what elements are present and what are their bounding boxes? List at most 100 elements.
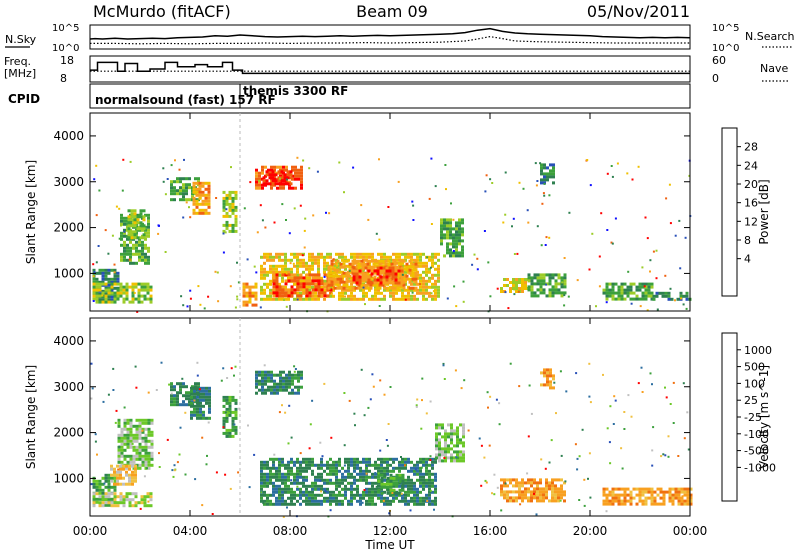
heatmap-cell: [300, 373, 303, 377]
heatmap-cell: [92, 263, 95, 266]
heatmap-cell: [389, 491, 393, 495]
heatmap-cell: [458, 233, 461, 237]
heatmap-cell: [260, 481, 263, 485]
heatmap-cell: [458, 239, 461, 243]
heatmap-cell: [122, 504, 126, 508]
heatmap-cell: [127, 233, 131, 237]
heatmap-cell: [374, 487, 377, 491]
heatmap-cell: [428, 493, 431, 497]
heatmap-cell: [416, 398, 419, 401]
heatmap-cell: [368, 457, 371, 461]
heatmap-cell: [139, 227, 143, 231]
heatmap-cell: [627, 394, 630, 397]
heatmap-cell: [259, 306, 262, 309]
heatmap-cell: [458, 242, 461, 246]
heatmap-cell: [179, 403, 182, 407]
heatmap-cell: [129, 445, 133, 449]
heatmap-cell: [354, 286, 358, 290]
heatmap-cell: [107, 492, 111, 496]
heatmap-cell: [383, 469, 386, 473]
heatmap-cell: [503, 490, 506, 494]
heatmap-cell: [290, 493, 293, 497]
heatmap-cell: [263, 267, 266, 271]
heatmap-cell: [176, 400, 179, 404]
heatmap-cell: [353, 478, 356, 482]
heatmap-cell: [689, 499, 693, 503]
heatmap-cell: [215, 197, 218, 199]
heatmap-cell: [143, 297, 147, 301]
heatmap-cell: [125, 288, 129, 292]
heatmap-cell: [222, 422, 226, 426]
heatmap-cell: [95, 300, 99, 304]
heatmap-cell: [383, 294, 386, 298]
heatmap-cell: [560, 282, 564, 286]
heatmap-cell: [194, 478, 197, 481]
heatmap-cell: [422, 499, 425, 503]
heatmap-cell: [329, 496, 332, 500]
heatmap-cell: [620, 502, 624, 506]
heatmap-cell: [543, 383, 546, 387]
heatmap-cell: [263, 499, 266, 503]
heatmap-cell: [278, 472, 281, 476]
heatmap-cell: [316, 170, 319, 173]
heatmap-cell: [611, 502, 615, 506]
heatmap-cell: [134, 473, 137, 477]
heatmap-cell: [314, 478, 317, 482]
heatmap-cell: [332, 294, 335, 298]
heatmap-cell: [608, 502, 612, 506]
heatmap-cell: [107, 298, 111, 302]
heatmap-cell: [522, 187, 525, 190]
heatmap-cell: [462, 423, 465, 427]
heatmap-cell: [290, 496, 293, 500]
heatmap-cell: [539, 291, 543, 295]
heatmap-cell: [104, 292, 108, 296]
heatmap-cell: [323, 273, 327, 277]
heatmap-cell: [190, 401, 193, 405]
heatmap-cell: [614, 487, 618, 491]
heatmap-cell: [98, 300, 102, 304]
heatmap-cell: [207, 202, 211, 206]
heatmap-cell: [263, 478, 266, 482]
heatmap-cell: [287, 267, 290, 271]
heatmap-cell: [399, 259, 403, 263]
heatmap-cell: [650, 487, 654, 491]
heatmap-cell: [455, 236, 458, 240]
heatmap-cell: [272, 490, 275, 494]
heatmap-cell: [166, 178, 169, 180]
heatmap-cell: [527, 496, 530, 500]
heatmap-cell: [500, 509, 503, 512]
heatmap-cell: [104, 229, 107, 232]
heatmap-cell: [401, 466, 404, 470]
heatmap-cell: [530, 493, 533, 497]
heatmap-cell: [123, 427, 127, 431]
heatmap-cell: [228, 404, 232, 408]
heatmap-cell: [119, 501, 123, 505]
heatmap-cell: [548, 282, 552, 286]
heatmap-cell: [302, 469, 305, 473]
heatmap-cell: [548, 273, 552, 277]
heatmap-cell: [131, 473, 134, 477]
heatmap-cell: [270, 373, 273, 377]
heatmap-cell: [344, 291, 347, 295]
heatmap-cell: [356, 493, 359, 497]
heatmap-cell: [196, 413, 199, 417]
heatmap-cell: [428, 475, 431, 479]
heatmap-cell: [274, 173, 278, 177]
heatmap-cell: [455, 224, 458, 228]
heatmap-cell: [680, 496, 684, 500]
heatmap-cell: [438, 453, 441, 457]
heatmap-cell: [437, 294, 440, 298]
heatmap-cell: [530, 478, 533, 482]
heatmap-cell: [293, 493, 296, 497]
heatmap-cell: [92, 285, 96, 289]
heatmap-cell: [521, 478, 524, 482]
heatmap-cell: [314, 475, 317, 479]
heatmap-cell: [369, 398, 372, 401]
heatmap-cell: [135, 454, 139, 458]
heatmap-cell: [317, 493, 320, 497]
heatmap-cell: [141, 457, 145, 461]
heatmap-cell: [416, 469, 419, 473]
heatmap-cell: [456, 432, 459, 436]
heatmap-cell: [377, 493, 380, 497]
heatmap-cell: [506, 490, 509, 494]
